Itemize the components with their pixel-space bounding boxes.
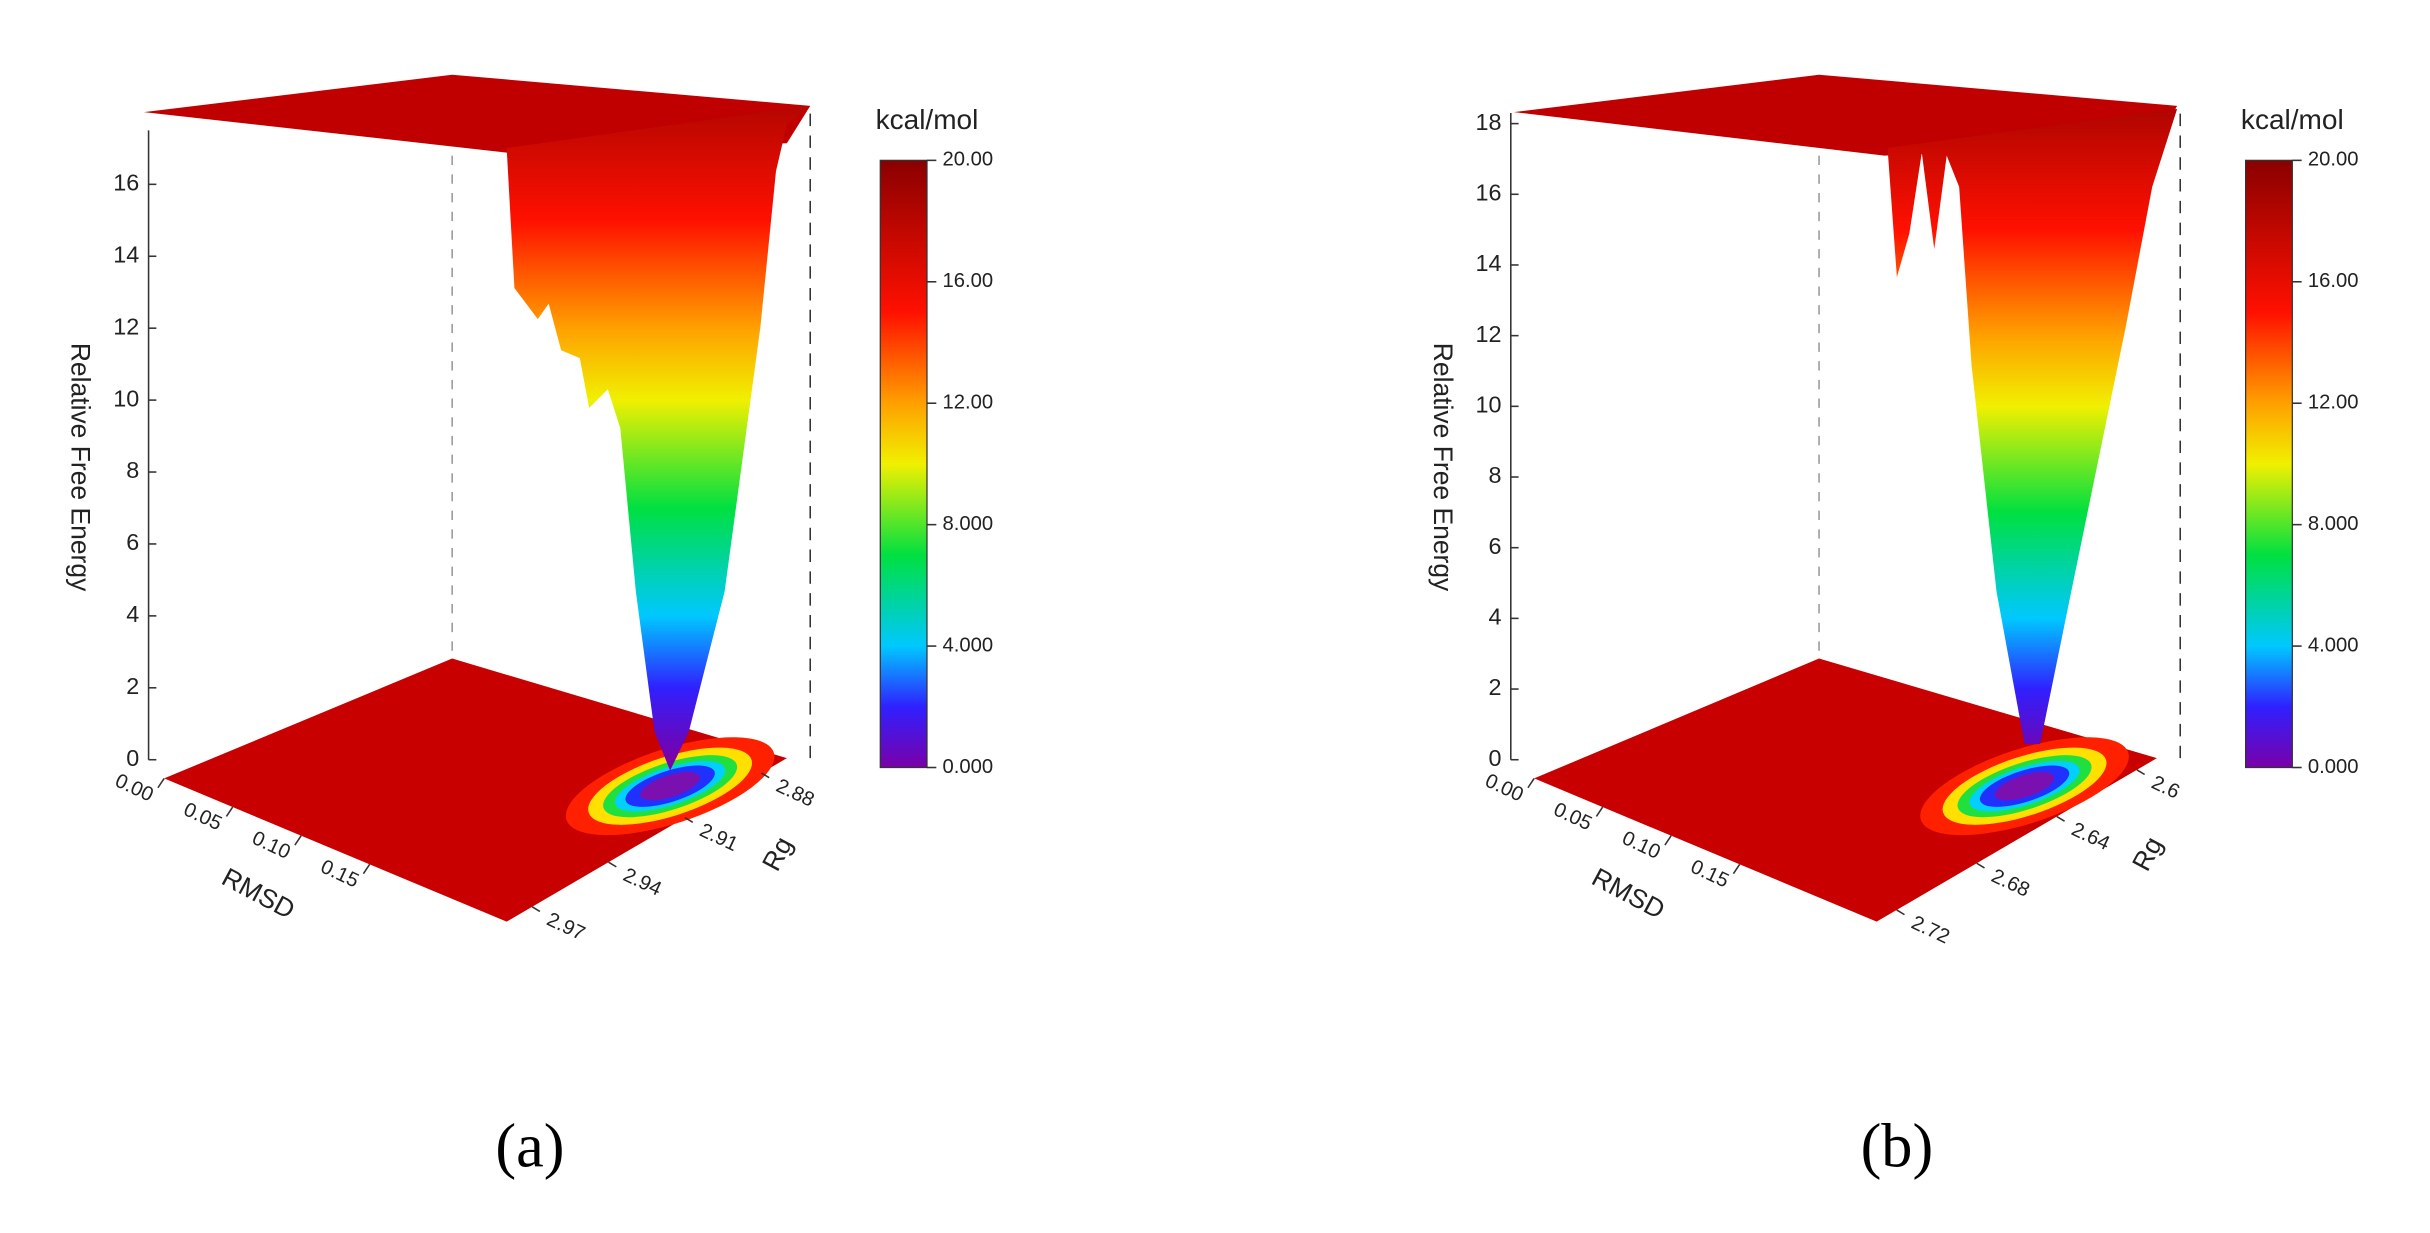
z-axis-label: Relative Free Energy <box>1428 343 1458 592</box>
z-tick-label: 2 <box>1488 674 1501 700</box>
colorbar-tick-label: 4.000 <box>943 634 994 656</box>
x-axis-label: RMSD <box>1587 862 1670 925</box>
x-tick <box>1664 835 1672 846</box>
z-tick-label: 4 <box>126 601 139 627</box>
colorbar-tick-label: 20.00 <box>943 149 994 171</box>
y-tick <box>2056 815 2065 822</box>
floor-plane <box>164 658 787 922</box>
contour <box>640 772 700 801</box>
x-tick <box>1595 806 1604 817</box>
y-tick-label: 2.97 <box>543 909 588 946</box>
y-tick-label: 2.68 <box>1988 865 2033 902</box>
colorbar-tick-label: 0.000 <box>2308 756 2359 778</box>
z-tick-label: 14 <box>1475 250 1501 276</box>
colorbar-tick-label: 12.00 <box>943 392 994 414</box>
y-tick <box>1976 862 1985 869</box>
colorbar-label: kcal/mol <box>876 104 979 135</box>
z-tick-label: 0 <box>126 745 139 771</box>
colorbar-tick-label: 0.000 <box>943 756 994 778</box>
z-tick-label: 8 <box>126 457 139 483</box>
x-tick-label: 0.10 <box>249 827 294 864</box>
panel-label: (a) <box>495 1112 564 1180</box>
contour <box>1994 772 2055 801</box>
x-tick-label: 0.10 <box>1619 827 1664 864</box>
x-tick-label: 0.00 <box>1482 770 1527 807</box>
x-tick <box>157 777 165 789</box>
y-axis-label: Rg <box>756 832 798 876</box>
z-tick-label: 8 <box>1488 462 1501 488</box>
colorbar-tick-label: 16.00 <box>943 270 994 292</box>
y-tick <box>760 772 770 779</box>
z-tick-label: 18 <box>1475 109 1501 135</box>
colorbar-tick-label: 12.00 <box>2308 392 2359 414</box>
z-tick-label: 6 <box>126 529 139 555</box>
floor-plane <box>1534 658 2157 922</box>
z-tick-label: 10 <box>113 385 139 411</box>
y-tick-label: 2.72 <box>1908 912 1953 949</box>
y-tick-label: 2.91 <box>696 820 741 857</box>
z-tick-label: 0 <box>1488 745 1501 771</box>
colorbar-tick-label: 16.00 <box>2308 270 2359 292</box>
z-tick-label: 16 <box>1475 179 1501 205</box>
y-tick <box>2136 769 2146 776</box>
y-tick <box>531 906 541 913</box>
y-axis-label: Rg <box>2126 832 2168 876</box>
colorbar-label: kcal/mol <box>2241 104 2344 135</box>
x-tick-label: 0.00 <box>112 770 157 807</box>
z-tick-label: 16 <box>113 169 139 195</box>
z-tick-label: 4 <box>1488 604 1501 630</box>
z-tick-label: 12 <box>1475 321 1501 347</box>
colorbar-tick-label: 8.000 <box>943 513 994 535</box>
y-tick-label: 2.88 <box>773 775 818 812</box>
y-tick-label: 2.6 <box>2148 772 2183 804</box>
x-tick-label: 0.15 <box>1687 856 1732 893</box>
colorbar-tick-label: 20.00 <box>2308 149 2359 171</box>
x-tick <box>1527 777 1535 789</box>
z-tick-label: 14 <box>113 241 139 267</box>
z-axis-label: Relative Free Energy <box>66 343 96 592</box>
surface-well <box>506 105 811 771</box>
y-tick <box>1896 909 1905 916</box>
surface-well <box>1887 108 2178 745</box>
z-tick-label: 12 <box>113 313 139 339</box>
x-tick <box>225 806 234 817</box>
colorbar <box>879 159 928 769</box>
colorbar-tick-label: 8.000 <box>2308 513 2359 535</box>
x-tick-label: 0.15 <box>317 856 362 893</box>
z-tick-label: 6 <box>1488 533 1501 559</box>
x-tick-label: 0.05 <box>180 799 225 836</box>
x-axis-label: RMSD <box>217 862 300 925</box>
z-tick-label: 2 <box>126 673 139 699</box>
y-tick <box>608 861 617 868</box>
x-tick <box>294 835 302 846</box>
x-tick <box>1732 863 1741 875</box>
y-tick-label: 2.94 <box>620 864 665 901</box>
panel-label: (b) <box>1861 1112 1934 1180</box>
y-tick <box>684 816 694 823</box>
x-tick <box>362 863 371 875</box>
x-tick-label: 0.05 <box>1550 799 1595 836</box>
z-tick-label: 10 <box>1475 392 1501 418</box>
colorbar <box>2244 159 2293 769</box>
colorbar-tick-label: 4.000 <box>2308 634 2359 656</box>
y-tick-label: 2.64 <box>2068 818 2113 855</box>
